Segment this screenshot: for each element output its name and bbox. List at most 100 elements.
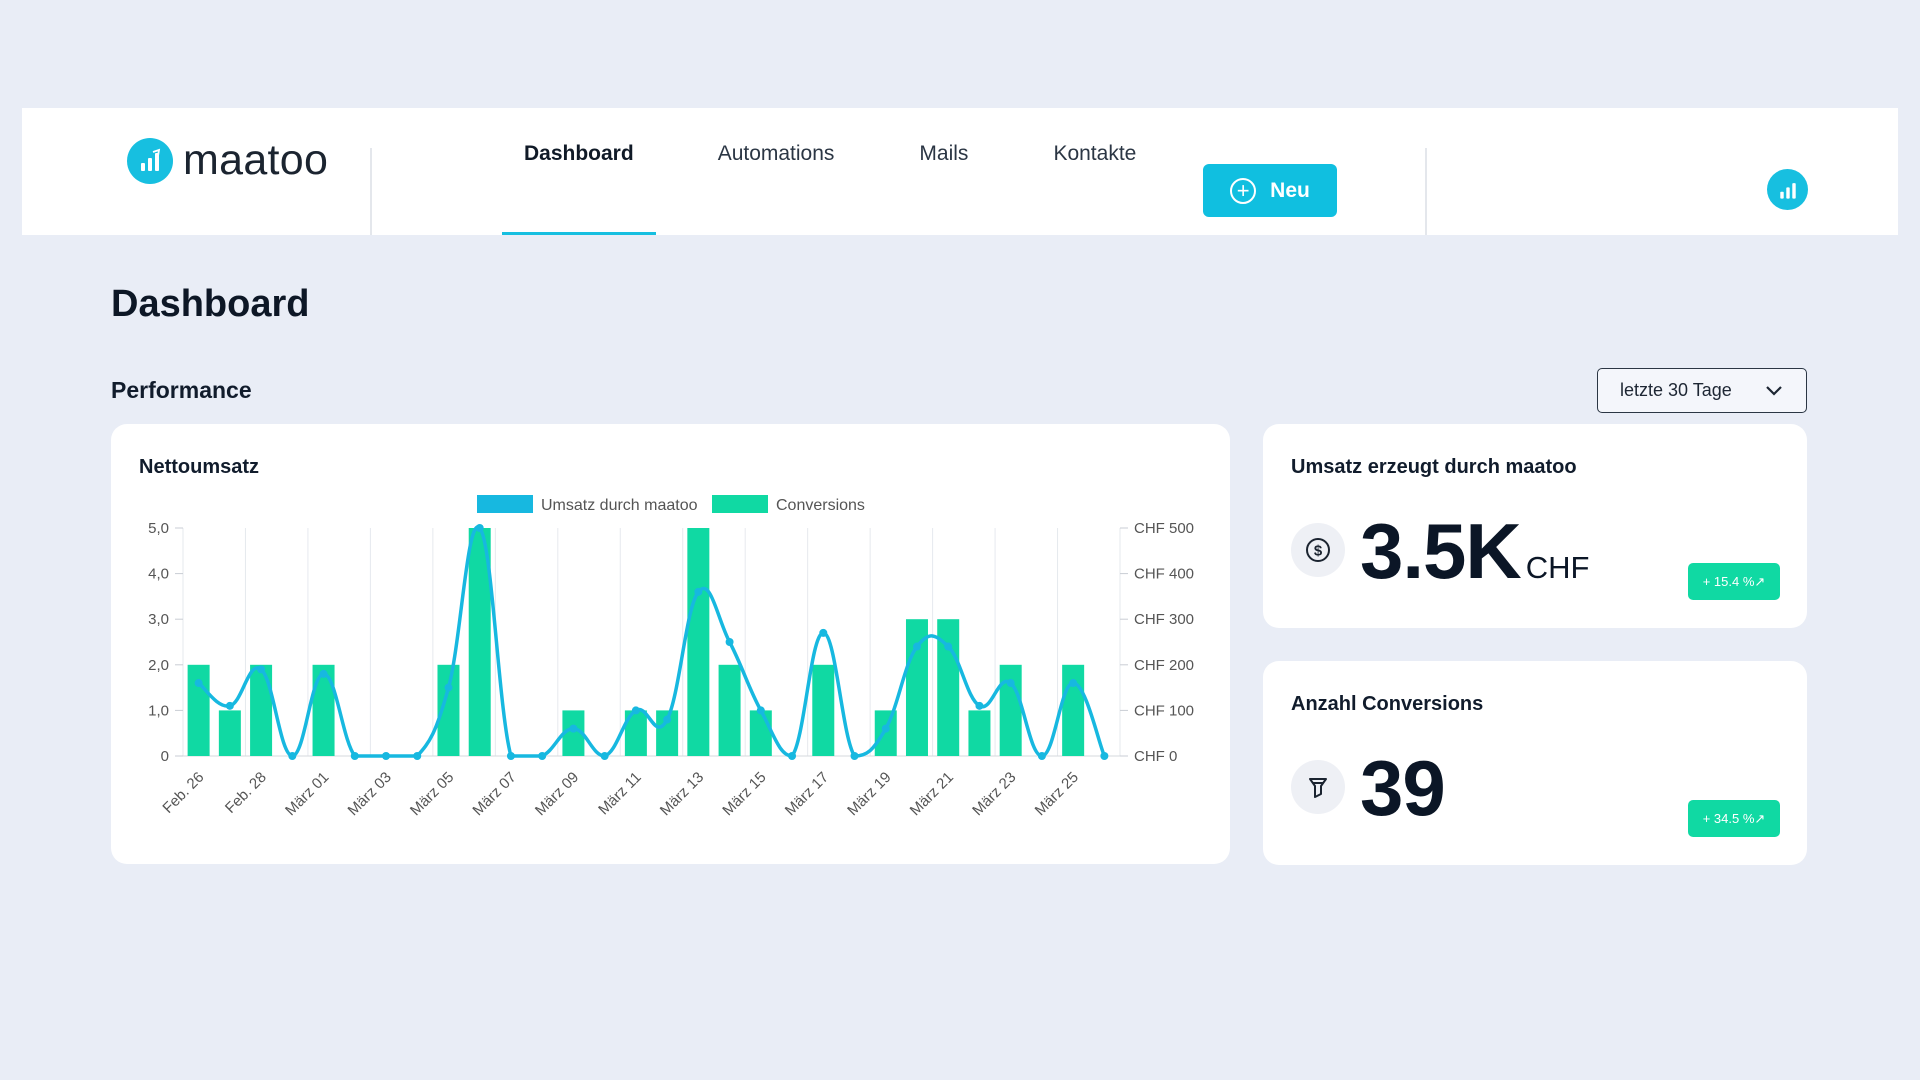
conversion-bar [250,664,273,756]
plus-circle-icon: + [1230,177,1257,204]
conversion-bar [218,710,241,756]
revenue-point [475,524,484,532]
logo-chart-icon [1779,182,1796,199]
kpi-title: Anzahl Conversions [1291,693,1484,715]
y-right-tick-label: CHF 200 [1134,657,1194,674]
revenue-point [725,638,734,646]
page-title: Dashboard [111,283,310,325]
y-right-tick-label: CHF 0 [1134,748,1177,765]
revenue-point [788,752,797,760]
main-nav: Dashboard Automations Mails Kontakte [480,108,1136,235]
revenue-point [756,706,765,715]
legend-label: Conversions [776,497,865,514]
y-left-tick-label: 0 [161,748,169,765]
kpi-card-revenue: Umsatz erzeugt durch maatoo $ 3.5K CHF + … [1263,424,1807,628]
y-right-tick-label: CHF 500 [1134,520,1194,537]
conversion-bar [656,710,679,756]
revenue-point [819,628,828,637]
top-navigation-bar: maatoo Dashboard Automations Mails Konta… [22,108,1898,235]
new-button-label: Neu [1270,178,1310,202]
x-tick-label: März 01 [282,769,332,819]
conversion-bar [749,710,772,756]
nav-tab-kontakte[interactable]: Kontakte [1053,108,1136,235]
kpi-number: 3.5K [1360,507,1522,595]
revenue-point [538,752,547,760]
y-right-tick-label: CHF 400 [1134,566,1194,583]
y-left-tick-label: 4,0 [148,566,169,583]
revenue-point [1037,752,1046,760]
revenue-point [1006,679,1015,688]
chart-title: Nettoumsatz [139,456,260,478]
revenue-point [1069,679,1078,688]
conversion-bar [437,664,460,756]
y-right-tick-label: CHF 100 [1134,702,1194,719]
nav-label: Dashboard [524,141,634,165]
conversion-bar [812,664,835,756]
kpi-number: 39 [1360,744,1446,832]
legend-swatch [712,495,768,513]
revenue-point [663,715,672,724]
revenue-point [694,587,703,596]
revenue-point [944,642,953,651]
logo-chart-icon [127,137,173,184]
nav-tab-mails[interactable]: Mails [919,108,968,235]
x-tick-label: März 23 [969,769,1019,819]
y-left-tick-label: 5,0 [148,520,169,537]
avatar[interactable] [1767,169,1808,210]
x-tick-label: Feb. 28 [222,769,270,817]
conversion-bar [312,664,335,756]
brand[interactable]: maatoo [127,136,328,185]
nav-label: Mails [919,141,969,165]
y-left-tick-label: 1,0 [148,702,169,719]
x-tick-label: März 11 [595,769,645,819]
revenue-point [444,683,453,692]
trend-badge: + 15.4 %↗ [1688,563,1780,600]
x-tick-label: März 13 [657,769,707,819]
x-tick-label: März 09 [532,769,582,819]
x-tick-label: März 15 [719,769,769,819]
kpi-value: 39 [1360,749,1446,827]
revenue-point [288,752,297,760]
revenue-point [350,752,359,760]
y-left-tick-label: 2,0 [148,657,169,674]
revenue-point [257,665,266,674]
kpi-card-conversions: Anzahl Conversions 39 + 34.5 %↗ [1263,661,1807,865]
conversion-bar [624,710,647,756]
conversion-bar [718,664,741,756]
x-tick-label: März 05 [407,769,457,819]
nav-tab-automations[interactable]: Automations [718,108,835,235]
y-left-tick-label: 3,0 [148,611,169,628]
chevron-down-icon [1766,386,1782,396]
date-range-select[interactable]: letzte 30 Tage [1597,368,1807,413]
revenue-point [506,752,515,760]
conversion-bar [187,664,210,756]
nav-label: Kontakte [1053,141,1137,165]
revenue-point [319,669,328,678]
section-title: Performance [111,377,252,403]
revenue-point [382,752,391,760]
revenue-point [631,706,640,715]
header-divider [1425,148,1427,235]
conversion-bar [468,528,491,756]
x-tick-label: März 07 [469,769,519,819]
revenue-point [912,642,921,651]
x-tick-label: März 03 [345,769,395,819]
conversion-bar [562,710,585,756]
conversion-bar [999,664,1022,756]
legend-swatch [477,495,533,513]
y-right-tick-label: CHF 300 [1134,611,1194,628]
kpi-title: Umsatz erzeugt durch maatoo [1291,456,1577,478]
revenue-point [600,752,609,760]
legend-label: Umsatz durch maatoo [541,497,698,514]
new-button[interactable]: + Neu [1203,164,1337,217]
revenue-point [1100,752,1109,760]
conversion-bar [1062,664,1085,756]
nav-tab-dashboard[interactable]: Dashboard [502,108,656,235]
header-divider [370,148,372,235]
revenue-point [975,701,984,710]
x-tick-label: März 21 [907,769,957,819]
revenue-point [413,752,422,760]
date-range-value: letzte 30 Tage [1620,380,1732,400]
revenue-chart-card: Nettoumsatz 0 1,0 2,0 3,0 4,0 5,0 CHF 0 CHF 100… [111,424,1230,864]
nav-label: Automations [717,141,835,165]
